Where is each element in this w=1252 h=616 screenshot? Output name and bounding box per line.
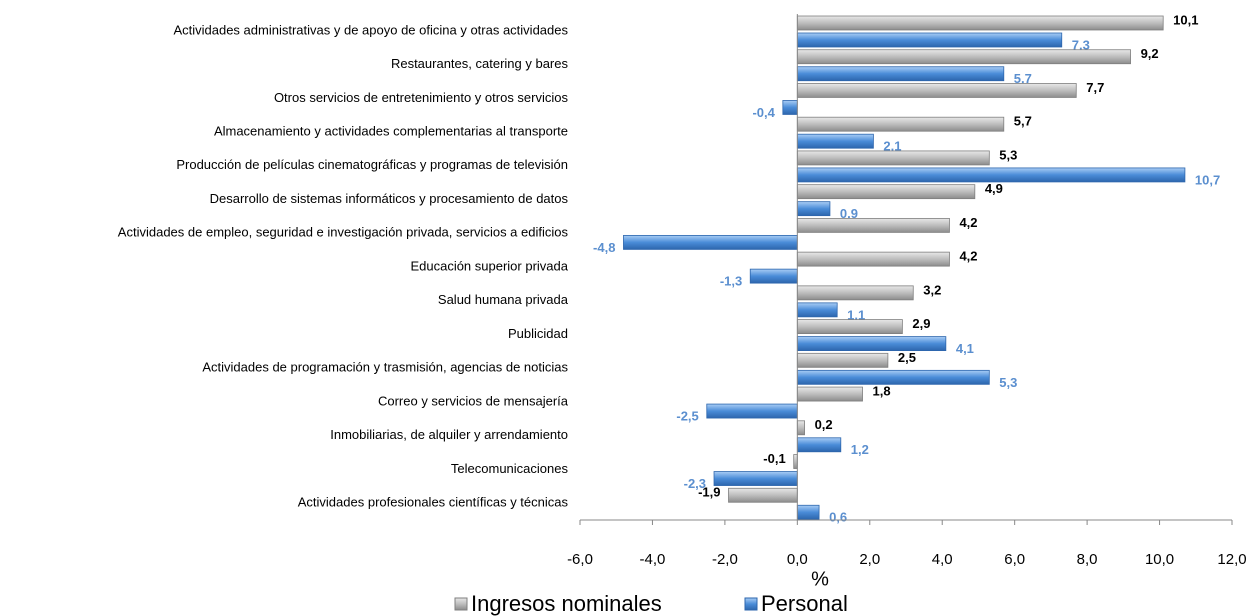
bar xyxy=(796,319,903,335)
value-label: 0,2 xyxy=(815,417,833,432)
category-label: Restaurantes, catering y bares xyxy=(391,56,569,71)
bar xyxy=(796,49,1131,65)
bar xyxy=(796,420,805,436)
bar xyxy=(796,116,1005,132)
x-tick-label: -6,0 xyxy=(567,551,593,568)
bar xyxy=(796,251,950,267)
bar xyxy=(793,454,798,469)
value-label: -4,8 xyxy=(593,240,615,255)
value-label: -1,9 xyxy=(698,485,720,500)
x-tick-label: 10,0 xyxy=(1145,551,1174,568)
value-label: 1,8 xyxy=(873,384,891,399)
bar xyxy=(713,471,798,486)
value-label: 3,2 xyxy=(923,282,941,297)
bar xyxy=(796,201,831,217)
legend-label: Ingresos nominales xyxy=(471,591,662,616)
value-label: 5,3 xyxy=(999,147,1017,162)
value-label: -0,1 xyxy=(763,451,785,466)
bar xyxy=(796,32,1063,48)
value-label: 4,9 xyxy=(985,181,1003,196)
bar xyxy=(749,268,798,284)
category-label: Telecomunicaciones xyxy=(451,461,569,476)
bar xyxy=(796,66,1005,82)
bar xyxy=(796,133,874,149)
category-label: Desarrollo de sistemas informáticos y pr… xyxy=(210,191,569,206)
value-label: 9,2 xyxy=(1141,46,1159,61)
bar xyxy=(796,386,863,402)
category-label: Educación superior privada xyxy=(410,258,568,273)
bar xyxy=(796,437,842,453)
value-label: -2,5 xyxy=(676,409,698,424)
bar xyxy=(796,83,1077,98)
value-label: -1,3 xyxy=(720,274,742,289)
bar xyxy=(623,234,798,250)
bar xyxy=(796,369,990,385)
category-label: Almacenamiento y actividades complementa… xyxy=(214,124,568,139)
value-label: 10,7 xyxy=(1195,172,1220,187)
value-label: 5,3 xyxy=(999,375,1017,390)
value-label: 7,3 xyxy=(1072,37,1090,52)
legend-swatch xyxy=(744,597,758,611)
value-label: 5,7 xyxy=(1014,71,1032,86)
value-label: 4,2 xyxy=(959,215,977,230)
bar xyxy=(796,302,838,318)
value-label: 0,6 xyxy=(829,510,847,525)
bar xyxy=(728,487,798,503)
value-label: 2,9 xyxy=(912,316,930,331)
legend-swatch xyxy=(454,597,468,611)
bar xyxy=(796,217,950,233)
value-label: -2,3 xyxy=(684,476,706,491)
bar xyxy=(796,150,990,166)
bar xyxy=(782,100,798,115)
x-tick-label: 0,0 xyxy=(787,551,808,568)
value-label: 2,5 xyxy=(898,350,916,365)
x-tick-label: -2,0 xyxy=(712,551,738,568)
value-label: 5,7 xyxy=(1014,114,1032,129)
category-label: Producción de películas cinematográficas… xyxy=(176,157,568,172)
value-label: 1,1 xyxy=(847,307,865,322)
value-label: 7,7 xyxy=(1086,80,1104,95)
x-tick-label: -4,0 xyxy=(640,551,666,568)
category-label: Inmobiliarias, de alquiler y arrendamien… xyxy=(330,427,568,442)
value-label: 0,9 xyxy=(840,206,858,221)
x-tick-label: 4,0 xyxy=(932,551,953,568)
legend-label: Personal xyxy=(761,591,848,616)
category-label: Correo y servicios de mensajería xyxy=(378,393,569,408)
category-label: Actividades administrativas y de apoyo d… xyxy=(173,22,568,37)
category-label: Actividades de empleo, seguridad e inves… xyxy=(118,225,569,240)
bar xyxy=(796,15,1164,31)
category-label: Actividades de programación y trasmisión… xyxy=(202,360,568,375)
x-tick-label: 6,0 xyxy=(1004,551,1025,568)
bar xyxy=(796,336,947,352)
bar xyxy=(706,403,798,419)
x-tick-label: 8,0 xyxy=(1077,551,1098,568)
value-label: 2,1 xyxy=(883,139,901,154)
value-label: 4,1 xyxy=(956,341,974,356)
category-label: Salud humana privada xyxy=(438,292,569,307)
bar xyxy=(796,184,976,200)
category-label: Actividades profesionales científicas y … xyxy=(298,495,569,510)
x-tick-label: 2,0 xyxy=(859,551,880,568)
category-label: Publicidad xyxy=(508,326,568,341)
x-tick-label: 12,0 xyxy=(1217,551,1246,568)
category-label: Otros servicios de entretenimiento y otr… xyxy=(274,90,569,105)
bar xyxy=(796,352,889,368)
value-label: 4,2 xyxy=(959,249,977,264)
x-axis-title: % xyxy=(811,568,829,590)
value-label: -0,4 xyxy=(752,105,775,120)
bar xyxy=(796,504,820,520)
value-label: 10,1 xyxy=(1173,12,1198,27)
bar xyxy=(796,167,1186,183)
bar xyxy=(796,285,914,301)
value-label: 1,2 xyxy=(851,442,869,457)
